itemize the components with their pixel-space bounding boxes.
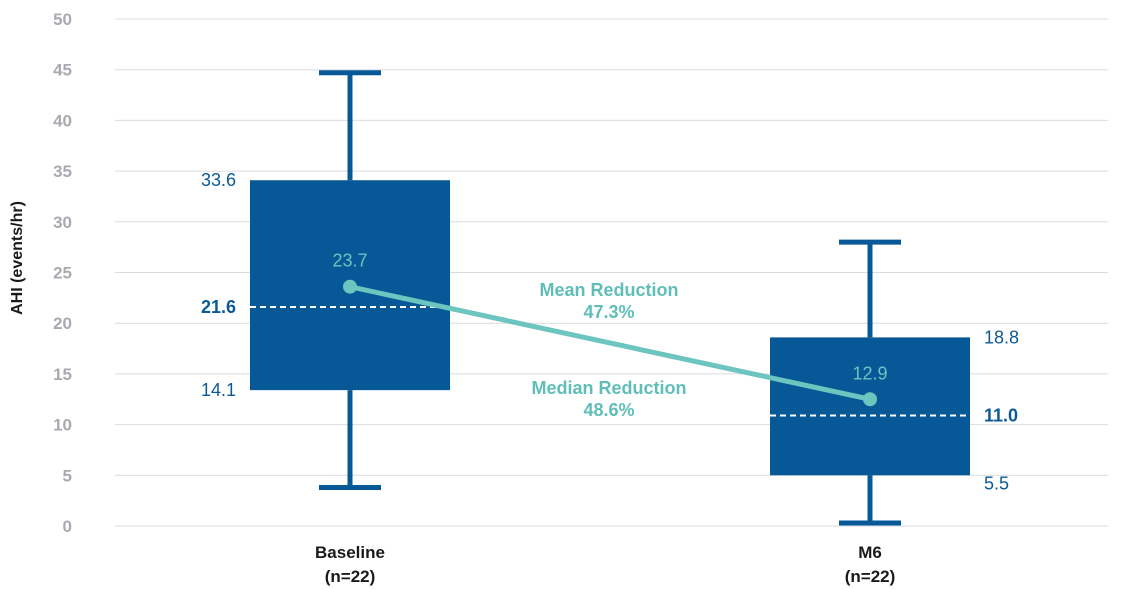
mean-label: 12.9	[852, 363, 887, 383]
x-category-label: Baseline	[315, 543, 385, 562]
q3-label: 33.6	[201, 170, 236, 190]
median-reduction-title: Median Reduction	[531, 378, 686, 398]
y-tick-label: 30	[53, 213, 72, 232]
x-category-n-label: (n=22)	[325, 567, 376, 586]
y-tick-label: 35	[53, 162, 72, 181]
median-label: 21.6	[201, 297, 236, 317]
q1-label: 5.5	[984, 473, 1009, 493]
q1-label: 14.1	[201, 380, 236, 400]
mean-connector	[349, 284, 871, 402]
mean-point	[343, 279, 357, 294]
y-axis-label: AHI (events/hr)	[9, 201, 26, 315]
y-tick-label: 0	[63, 517, 72, 536]
y-tick-label: 45	[53, 61, 72, 80]
y-tick-label: 25	[53, 264, 72, 283]
mean-label: 23.7	[332, 251, 367, 271]
y-tick-label: 40	[53, 111, 72, 130]
annotations: Mean Reduction 47.3% Median Reduction 48…	[531, 280, 686, 420]
mean-line: 23.7 12.9	[332, 251, 888, 407]
median-reduction-value: 48.6%	[583, 400, 634, 420]
box-m6: 18.8 11.0 5.5	[770, 239, 1019, 526]
mean-reduction-title: Mean Reduction	[539, 280, 678, 300]
median-label: 11.0	[984, 405, 1018, 425]
y-tick-label: 50	[53, 10, 72, 29]
y-tick-label: 15	[53, 365, 72, 384]
y-tick-label: 20	[53, 314, 72, 333]
x-category-n-label: (n=22)	[845, 567, 896, 586]
y-tick-label: 10	[53, 416, 72, 435]
y-axis-ticks: 0 5 10 15 20 25 30 35 40 45 50	[53, 10, 72, 536]
mean-reduction-value: 47.3%	[583, 302, 634, 322]
box-baseline: 33.6 21.6 14.1	[201, 70, 450, 490]
iqr-box	[770, 337, 970, 476]
x-category-label: M6	[858, 543, 882, 562]
y-tick-label: 5	[63, 466, 72, 485]
q3-label: 18.8	[984, 327, 1019, 347]
category-labels: Baseline (n=22) M6 (n=22)	[315, 543, 895, 586]
mean-point	[863, 392, 877, 407]
